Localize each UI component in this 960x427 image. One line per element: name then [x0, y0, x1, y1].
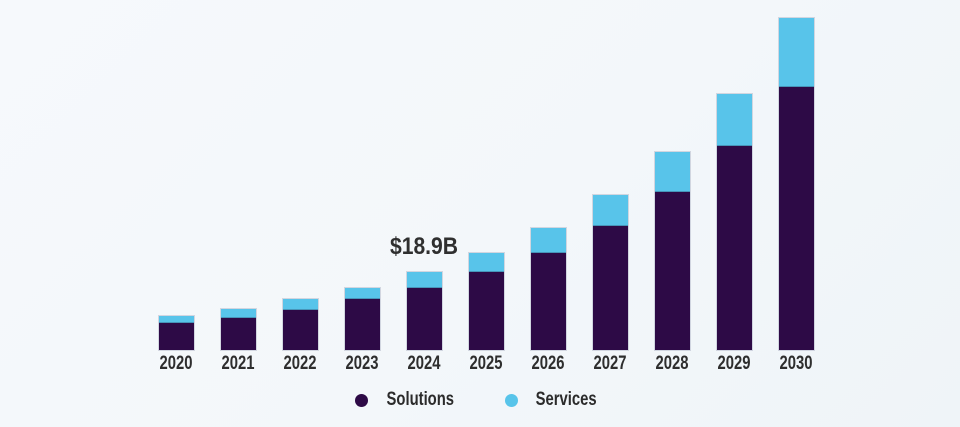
bar-2030-services-segment [778, 18, 814, 87]
bar-group-2024: 2024 $18.9B [390, 15, 458, 374]
bar-2025-services-segment [468, 252, 504, 272]
x-tick-2023: 2023 [345, 353, 379, 374]
value-annotation-text: $18.9B [389, 232, 459, 260]
x-tick-2021: 2021 [221, 353, 255, 374]
bar-group-2027: 2027 [579, 15, 641, 374]
bar-2030 [778, 18, 814, 350]
x-tick-2027: 2027 [593, 353, 627, 374]
legend-dot-solutions-icon [354, 393, 368, 407]
x-tick-2030: 2030 [779, 353, 813, 374]
bar-2024-services-segment [406, 271, 442, 288]
bar-group-2030: 2030 [765, 15, 827, 374]
bar-2028-solutions-segment [654, 191, 690, 350]
bar-group-2025: 2025 [455, 15, 517, 374]
bar-2028-services-segment [654, 151, 690, 192]
x-tick-2024: 2024 [407, 353, 441, 374]
bar-2025 [468, 252, 504, 350]
value-annotation: $18.9B [385, 232, 462, 260]
bar-2024 [406, 271, 442, 350]
bar-2027-services-segment [592, 194, 628, 226]
x-tick-2029: 2029 [717, 353, 751, 374]
bar-2024-solutions-segment [406, 288, 442, 350]
x-tick-2028: 2028 [655, 353, 689, 374]
bar-group-2026: 2026 [517, 15, 579, 374]
bar-2020-solutions-segment [158, 323, 194, 350]
x-tick-2022: 2022 [283, 353, 317, 374]
bar-2027 [592, 194, 628, 350]
bar-2029 [716, 93, 752, 350]
bar-group-2029: 2029 [703, 15, 765, 374]
legend-label-solutions: Solutions [386, 389, 454, 410]
bar-2025-solutions-segment [468, 271, 504, 350]
bar-2020-services-segment [158, 316, 194, 324]
legend-dot-services-icon [505, 393, 519, 407]
bar-group-2023: 2023 [331, 15, 393, 374]
bar-2022 [282, 298, 318, 350]
plot-area: 2020 2021 2022 2023 2024 $18.9B 2025 2026 2027 20… [145, 15, 827, 374]
x-tick-2026: 2026 [531, 353, 565, 374]
bar-2021-solutions-segment [220, 317, 256, 350]
bar-2023-solutions-segment [344, 298, 380, 350]
bar-2023-services-segment [344, 287, 380, 299]
bar-group-2028: 2028 [641, 15, 703, 374]
x-tick-2020: 2020 [159, 353, 193, 374]
bar-2021 [220, 308, 256, 350]
bar-2022-services-segment [282, 298, 318, 310]
bar-2026 [530, 227, 566, 350]
bar-2027-solutions-segment [592, 225, 628, 350]
bar-2029-services-segment [716, 93, 752, 146]
legend-item-solutions: Solutions [354, 389, 464, 411]
legend: Solutions Services [0, 389, 960, 411]
bar-2022-solutions-segment [282, 309, 318, 350]
legend-item-services: Services [505, 389, 605, 411]
bar-2029-solutions-segment [716, 145, 752, 350]
legend-label-services: Services [535, 389, 597, 410]
bar-group-2020: 2020 [145, 15, 207, 374]
bar-2028 [654, 151, 690, 350]
bar-group-2021: 2021 [207, 15, 269, 374]
bar-2026-services-segment [530, 227, 566, 253]
bar-2026-solutions-segment [530, 252, 566, 350]
bar-2021-services-segment [220, 308, 256, 318]
bar-2020 [158, 316, 194, 350]
bar-2023 [344, 287, 380, 350]
bar-2030-solutions-segment [778, 86, 814, 350]
bar-group-2022: 2022 [269, 15, 331, 374]
x-tick-2025: 2025 [469, 353, 503, 374]
